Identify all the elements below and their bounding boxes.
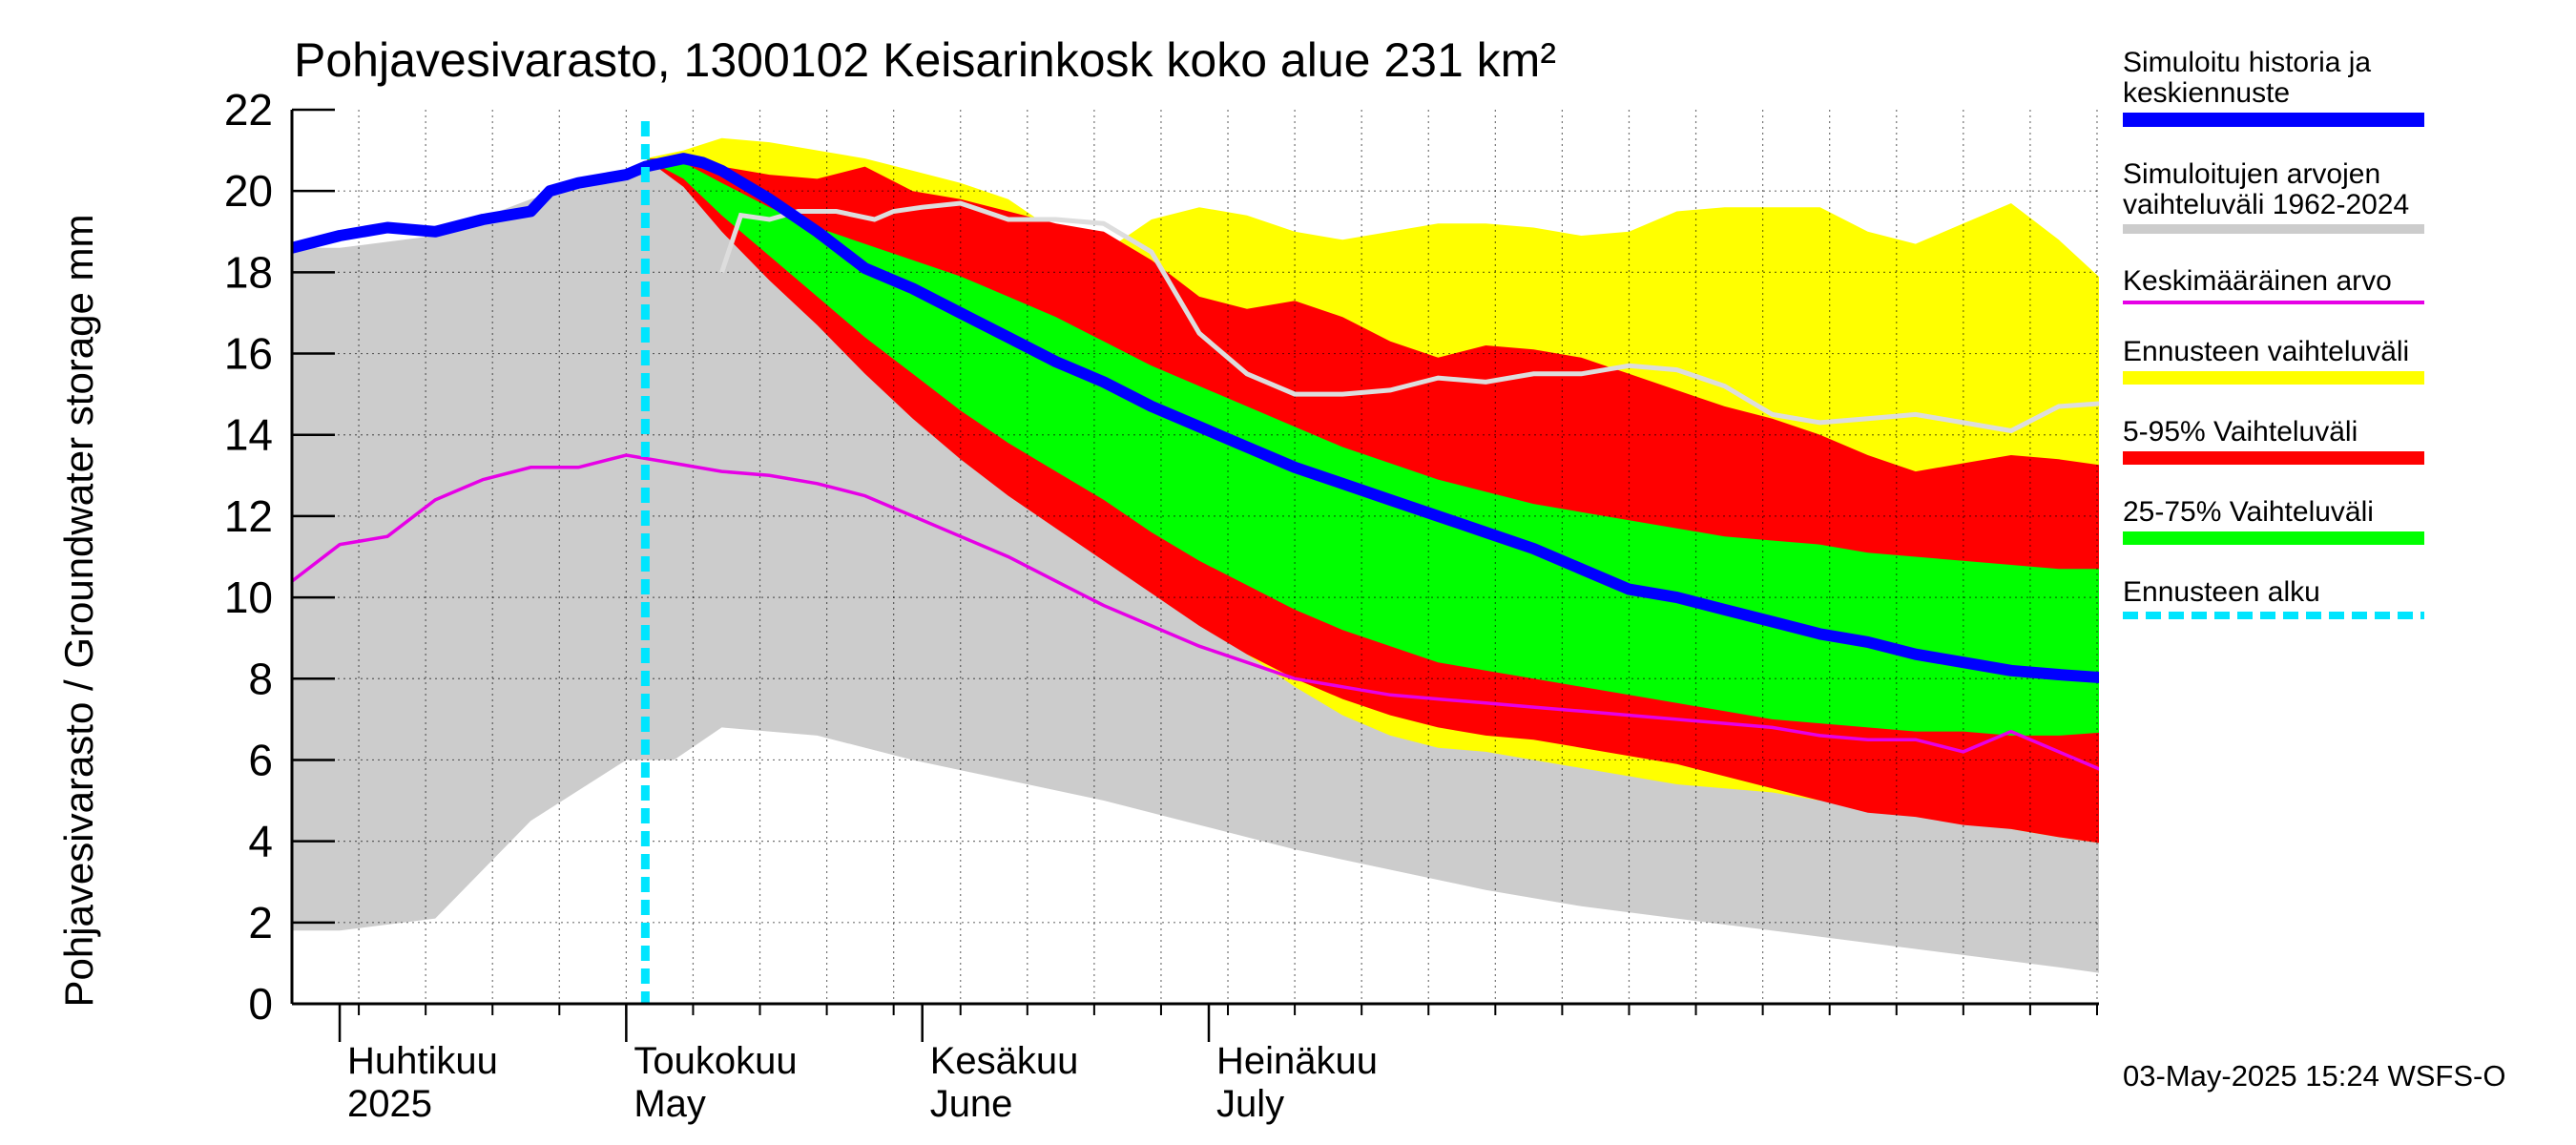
x-month-label: Toukokuu	[634, 1040, 797, 1082]
legend-label: Ennusteen alku	[2123, 576, 2320, 608]
legend-item-mean: Keskimääräinen arvo	[2123, 266, 2562, 304]
legend-swatch	[2123, 451, 2424, 465]
x-month-sublabel: July	[1216, 1083, 1284, 1125]
legend-item-forecast-start: Ennusteen alku	[2123, 577, 2562, 619]
y-tick-label: 12	[224, 491, 273, 541]
y-tick-label: 18	[224, 247, 273, 297]
legend-item-forecast-range: Ennusteen vaihteluväli	[2123, 337, 2562, 385]
legend-item-simulated: Simuloitu historia ja keskiennuste	[2123, 48, 2562, 127]
legend-label: Simuloitu historia ja keskiennuste	[2123, 47, 2372, 109]
x-month-sublabel: May	[634, 1083, 706, 1125]
timestamp: 03-May-2025 15:24 WSFS-O	[2123, 1059, 2506, 1093]
y-axis-label: Pohjavesivarasto / Groundwater storage m…	[56, 214, 101, 1007]
y-tick-label: 10	[224, 572, 273, 622]
chart-title: Pohjavesivarasto, 1300102 Keisarinkosk k…	[294, 33, 1556, 87]
legend-label: Ennusteen vaihteluväli	[2123, 336, 2410, 367]
y-tick-label: 22	[224, 85, 273, 135]
x-month-label: Heinäkuu	[1216, 1040, 1378, 1082]
legend-item-p25-75: 25-75% Vaihteluväli	[2123, 497, 2562, 545]
x-month-label: Huhtikuu	[347, 1040, 498, 1082]
legend: Simuloitu historia ja keskiennuste Simul…	[2123, 48, 2562, 652]
x-month-sublabel: June	[930, 1083, 1013, 1125]
legend-swatch	[2123, 113, 2424, 127]
mean-line	[290, 453, 2099, 771]
y-tick-label: 20	[224, 166, 273, 216]
x-month-sublabel: 2025	[347, 1083, 432, 1125]
y-tick-label: 0	[248, 979, 273, 1029]
median-history-line	[719, 200, 2099, 434]
groundwater-chart: Pohjavesivarasto, 1300102 Keisarinkosk k…	[56, 33, 2099, 1125]
simulated-forecast-line	[290, 153, 2099, 684]
legend-swatch	[2123, 612, 2424, 619]
legend-label: 5-95% Vaihteluväli	[2123, 416, 2358, 448]
legend-item-p5-95: 5-95% Vaihteluväli	[2123, 417, 2562, 465]
legend-swatch	[2123, 301, 2424, 304]
legend-label: Simuloitujen arvojen vaihteluväli 1962-2…	[2123, 158, 2410, 220]
x-month-label: Kesäkuu	[930, 1040, 1079, 1082]
legend-swatch	[2123, 371, 2424, 385]
y-tick-label: 16	[224, 329, 273, 379]
legend-swatch	[2123, 531, 2424, 545]
p25-75-band	[645, 158, 2099, 736]
legend-label: 25-75% Vaihteluväli	[2123, 496, 2374, 528]
y-tick-label: 8	[248, 654, 273, 703]
y-tick-label: 14	[224, 410, 273, 460]
y-tick-label: 4	[248, 817, 273, 866]
y-tick-label: 2	[248, 898, 273, 947]
legend-swatch	[2123, 224, 2424, 234]
legend-item-history-range: Simuloitujen arvojen vaihteluväli 1962-2…	[2123, 159, 2562, 234]
legend-label: Keskimääräinen arvo	[2123, 265, 2392, 297]
y-tick-label: 6	[248, 735, 273, 784]
